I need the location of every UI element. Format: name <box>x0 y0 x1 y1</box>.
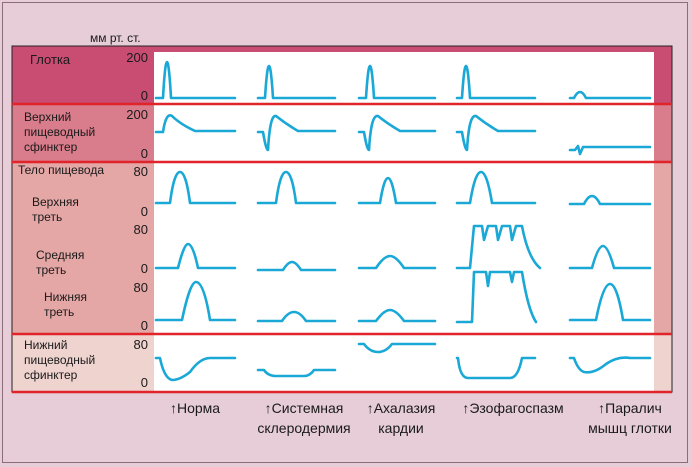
trace-scleroderma-pharynx <box>256 64 337 100</box>
unit-label: мм рт. ст. <box>90 31 141 45</box>
caption-spasm-line1: ↑Эзофагоспазм <box>462 400 564 416</box>
label-ues-1: Верхний <box>24 110 72 124</box>
trace-norm-middle <box>154 242 237 270</box>
label-ues-3: сфинктер <box>24 140 78 154</box>
trace-spasm-les <box>455 356 537 380</box>
caption-scleroderma-line1: ↑Системная <box>264 400 344 416</box>
label-pharynx: Глотка <box>30 52 71 67</box>
scale-0-pharynx: 0 <box>140 88 148 103</box>
scale-0-lower: 0 <box>140 318 148 333</box>
caption-scleroderma: ↑Системная склеродермия <box>248 398 360 438</box>
caption-paralysis-line1: ↑Паралич <box>598 400 662 416</box>
trace-spasm-pharynx <box>455 64 537 100</box>
trace-paralysis-ues <box>568 144 652 156</box>
caption-spasm: ↑Эзофагоспазм <box>450 398 576 418</box>
scale-0-ues: 0 <box>140 146 148 161</box>
trace-paralysis-lower <box>568 282 652 322</box>
trace-scleroderma-ues <box>256 114 337 152</box>
trace-scleroderma-lower <box>256 310 337 323</box>
trace-spasm-lower <box>455 270 538 324</box>
label-upper-third-1: Верхняя <box>32 195 79 209</box>
scale-200-ues: 200 <box>126 107 148 122</box>
scale-0-upper: 0 <box>140 204 148 219</box>
trace-norm-lower <box>154 280 237 322</box>
trace-paralysis-les <box>568 356 652 374</box>
trace-norm-upper <box>154 170 237 205</box>
trace-achalasia-ues <box>357 114 437 152</box>
scale-200-pharynx: 200 <box>126 50 148 65</box>
label-les-2: пищеводный <box>24 353 96 367</box>
trace-spasm-upper <box>455 170 537 205</box>
caption-scleroderma-line2: склеродермия <box>257 420 351 436</box>
scale-0-middle: 0 <box>140 261 148 276</box>
trace-achalasia-upper <box>357 176 437 205</box>
trace-scleroderma-upper <box>256 170 337 205</box>
trace-paralysis-upper <box>568 194 652 206</box>
label-middle-third-2: треть <box>36 263 67 277</box>
label-lower-third-1: Нижняя <box>44 290 88 304</box>
caption-norm-line1: ↑Норма <box>169 400 221 416</box>
trace-norm-ues <box>154 114 237 134</box>
trace-scleroderma-middle <box>256 260 337 272</box>
scale-80-middle: 80 <box>133 222 148 237</box>
trace-paralysis-pharynx <box>568 90 652 100</box>
scale-80-upper: 80 <box>133 164 148 179</box>
label-middle-third-1: Средняя <box>36 248 85 262</box>
trace-spasm-ues <box>455 114 537 152</box>
label-lower-third-2: треть <box>44 305 75 319</box>
trace-achalasia-middle <box>357 254 437 270</box>
trace-paralysis-middle <box>568 244 652 270</box>
caption-achalasia-line2: кардии <box>378 420 424 436</box>
scale-80-les: 80 <box>133 337 148 352</box>
label-ues-2: пищеводный <box>24 125 96 139</box>
caption-norm: ↑Норма <box>150 398 240 418</box>
label-body: Тело пищевода <box>18 163 105 177</box>
caption-paralysis: ↑Паралич мышц глотки <box>574 398 686 438</box>
label-upper-third-2: треть <box>32 210 63 224</box>
trace-norm-pharynx <box>154 60 237 100</box>
label-les-3: сфинктер <box>24 368 78 382</box>
outer-frame <box>2 2 688 463</box>
trace-achalasia-pharynx <box>357 64 437 100</box>
scale-0-les: 0 <box>140 375 148 390</box>
trace-achalasia-lower <box>357 308 437 323</box>
trace-achalasia-les <box>357 342 437 354</box>
caption-achalasia: ↑Ахалазия кардии <box>356 398 446 438</box>
trace-norm-les <box>154 356 237 382</box>
plot-area <box>154 52 654 392</box>
caption-achalasia-line1: ↑Ахалазия <box>366 400 436 416</box>
trace-spasm-middle <box>455 224 542 270</box>
scale-80-lower: 80 <box>133 280 148 295</box>
caption-paralysis-line2: мышц глотки <box>588 420 672 436</box>
trace-scleroderma-les <box>256 368 337 378</box>
label-les-1: Нижний <box>24 338 68 352</box>
